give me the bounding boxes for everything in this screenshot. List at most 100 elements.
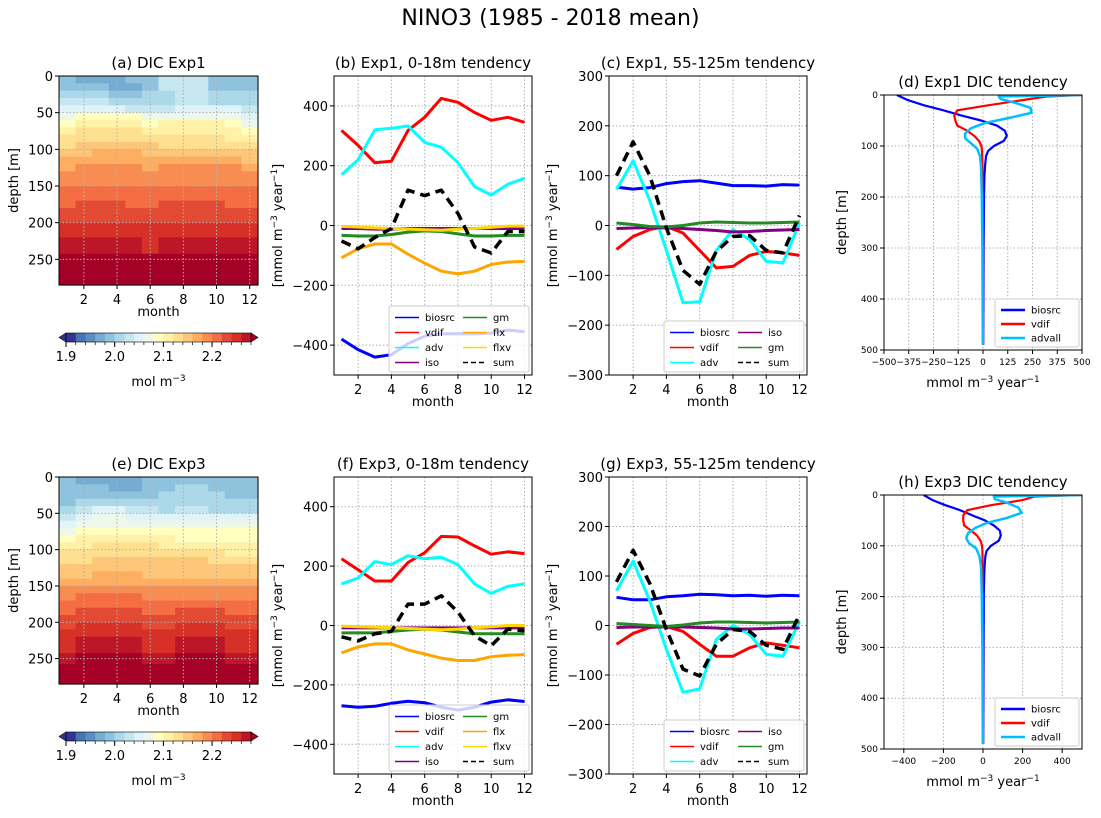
x-tick-label: −250 bbox=[921, 358, 946, 368]
heatmap-cell bbox=[141, 142, 160, 150]
heatmap-cell bbox=[224, 134, 243, 143]
heatmap-cell bbox=[141, 556, 160, 565]
panel-title: (f) Exp3, 0-18m tendency bbox=[337, 455, 529, 473]
series-line-iso bbox=[616, 625, 800, 631]
y-tick-label: −200 bbox=[567, 319, 603, 334]
heatmap-cell bbox=[59, 230, 77, 238]
heatmap-cell bbox=[158, 76, 176, 84]
heatmap-cell bbox=[108, 127, 126, 136]
heatmap-cell bbox=[158, 83, 176, 92]
heatmap-cell bbox=[158, 578, 176, 587]
heatmap-cell bbox=[191, 593, 209, 602]
heatmap-cell bbox=[92, 585, 110, 594]
heatmap-cell bbox=[224, 477, 243, 485]
heatmap-cell bbox=[191, 178, 209, 187]
heatmap-cell bbox=[241, 275, 259, 286]
heatmap-cell bbox=[224, 208, 243, 216]
colorbar: 1.9 2.0 2.1 2.2 mol m−3 bbox=[56, 332, 259, 390]
heatmap-cell bbox=[75, 615, 93, 623]
x-tick-label: 8 bbox=[454, 383, 462, 398]
heatmap-cell bbox=[141, 105, 160, 114]
heatmap-cell bbox=[125, 600, 143, 609]
heatmap-cell bbox=[108, 244, 126, 255]
heatmap-cell bbox=[108, 622, 126, 631]
series-line-flxv bbox=[341, 224, 525, 232]
heatmap-cell bbox=[191, 222, 209, 231]
y-tick-label: 0 bbox=[45, 70, 53, 85]
heatmap-cell bbox=[224, 142, 243, 150]
heatmap-cell bbox=[158, 253, 176, 266]
heatmap-cell bbox=[224, 76, 243, 84]
heatmap-cell bbox=[224, 636, 243, 645]
heatmap-cell bbox=[175, 112, 193, 121]
heatmap-cell bbox=[125, 571, 143, 580]
heatmap-cell bbox=[224, 629, 243, 638]
heatmap-cell bbox=[191, 607, 209, 616]
y-tick-label: −200 bbox=[567, 719, 603, 734]
heatmap-cell bbox=[208, 127, 226, 136]
heatmap-cell bbox=[208, 200, 226, 209]
x-tick-label: 2 bbox=[354, 782, 362, 797]
heatmap-cell bbox=[125, 498, 143, 507]
panel-title: (a) DIC Exp1 bbox=[111, 54, 205, 72]
y-tick-label: 100 bbox=[28, 143, 53, 158]
heatmap-cell bbox=[141, 112, 160, 121]
y-tick-label: −400 bbox=[292, 738, 328, 753]
heatmap-cell bbox=[92, 222, 110, 231]
heatmap-cell bbox=[141, 244, 160, 255]
heatmap-cell bbox=[108, 264, 126, 277]
colorbar-segment bbox=[95, 333, 106, 342]
heatmap-cell bbox=[125, 120, 143, 128]
colorbar-tick-label: 2.1 bbox=[153, 350, 174, 365]
x-tick-label: 10 bbox=[758, 383, 775, 398]
heatmap-cell bbox=[158, 237, 176, 246]
heatmap-cell bbox=[191, 491, 209, 500]
series-line-biosrc bbox=[923, 495, 1002, 744]
heatmap-cell bbox=[175, 674, 193, 685]
y-tick-label: 250 bbox=[28, 253, 53, 268]
x-tick-label: 12 bbox=[791, 383, 808, 398]
heatmap-cell bbox=[141, 674, 160, 685]
x-tick-label: 2 bbox=[629, 383, 637, 398]
x-axis-label: month bbox=[687, 395, 729, 410]
heatmap-cell bbox=[125, 549, 143, 558]
heatmap-cell bbox=[125, 542, 143, 551]
heatmap-cell bbox=[158, 506, 176, 514]
heatmap-cell bbox=[59, 200, 77, 209]
heatmap-cell bbox=[191, 520, 209, 529]
heatmap-cell bbox=[75, 127, 93, 136]
heatmap-cell bbox=[158, 549, 176, 558]
heatmap-cell bbox=[59, 127, 77, 136]
heatmap-cell bbox=[125, 156, 143, 165]
heatmap-cell bbox=[75, 542, 93, 551]
colorbar-segment bbox=[153, 732, 164, 741]
heatmap-cell bbox=[175, 120, 193, 128]
x-tick-label: 12 bbox=[791, 782, 808, 797]
colorbar-segment bbox=[202, 732, 213, 741]
heatmap-cell bbox=[158, 615, 176, 623]
heatmap-cell bbox=[241, 253, 259, 266]
y-tick-label: 400 bbox=[303, 501, 328, 516]
heatmap-cell bbox=[108, 535, 126, 543]
colorbar-segment bbox=[85, 732, 96, 741]
heatmap-cell bbox=[241, 120, 259, 128]
y-tick-label: −300 bbox=[567, 369, 603, 384]
heatmap-cell bbox=[175, 636, 193, 645]
heatmap-cell bbox=[224, 585, 243, 594]
heatmap-cell bbox=[191, 98, 209, 106]
heatmap-cell bbox=[158, 178, 176, 187]
heatmap-cell bbox=[191, 275, 209, 286]
heatmap-cell bbox=[92, 629, 110, 638]
colorbar-segment bbox=[134, 333, 145, 342]
colorbar-segment bbox=[241, 732, 252, 741]
heatmap-cell bbox=[59, 264, 77, 277]
heatmap-cell bbox=[191, 506, 209, 514]
heatmap-cell bbox=[59, 112, 77, 121]
heatmap-cell bbox=[92, 578, 110, 587]
heatmap-cell bbox=[75, 629, 93, 638]
panel-c: (c) Exp1, 55-125m tendency 2 4 6 8 10 12 −300 −2… bbox=[545, 54, 815, 410]
heatmap-cell bbox=[92, 156, 110, 165]
panel-f: (f) Exp3, 0-18m tendency 2 4 6 8 10 12 −400 −200… bbox=[270, 455, 533, 809]
legend-label-biosrc: biosrc bbox=[425, 313, 455, 324]
heatmap-cell bbox=[175, 622, 193, 631]
